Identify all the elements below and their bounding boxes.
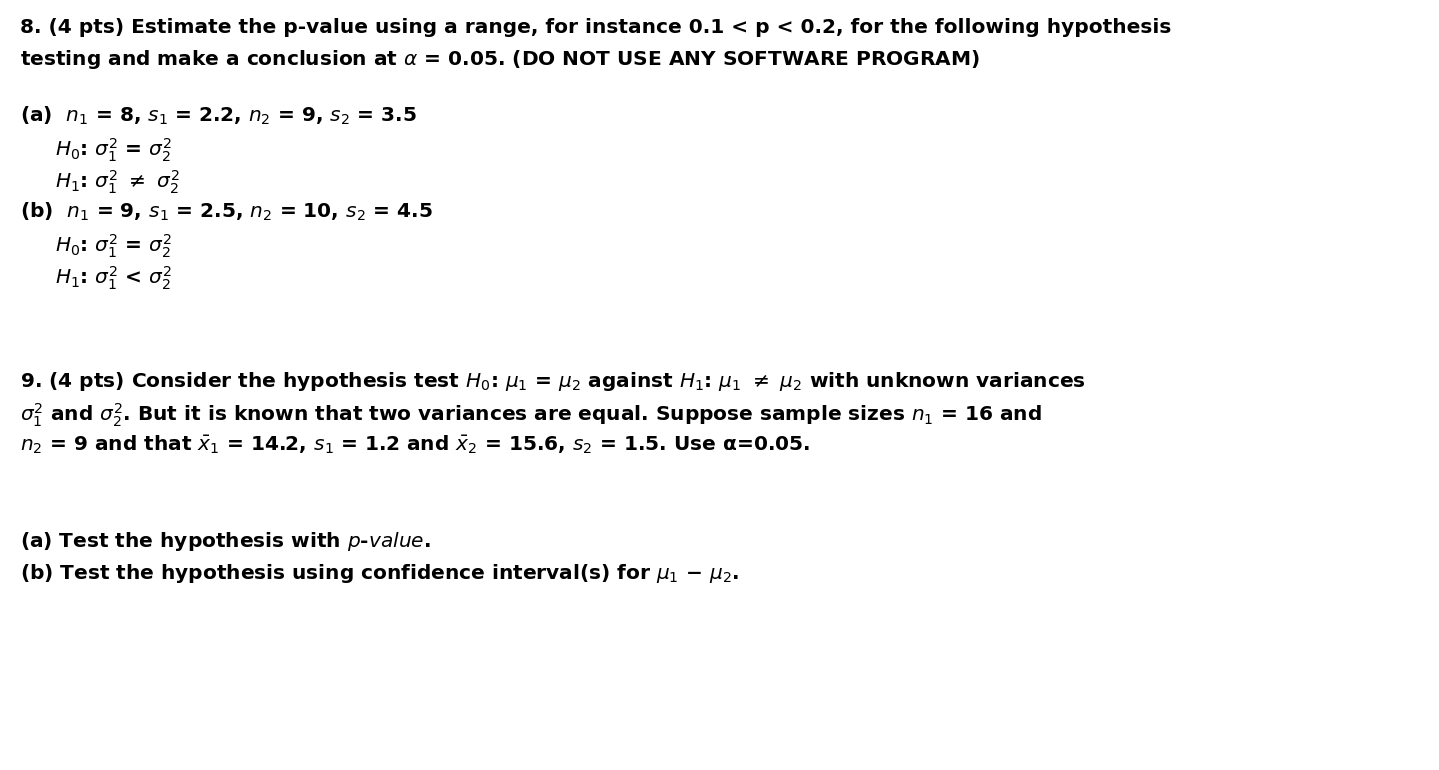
Text: $H_1$: $\sigma_1^2$ $\neq$ $\sigma_2^2$: $H_1$: $\sigma_1^2$ $\neq$ $\sigma_2^2$ [55, 169, 180, 196]
Text: (a)  $n_1$ = 8, $s_1$ = 2.2, $n_2$ = 9, $s_2$ = 3.5: (a) $n_1$ = 8, $s_1$ = 2.2, $n_2$ = 9, $… [20, 105, 417, 127]
Text: (b)  $n_1$ = 9, $s_1$ = 2.5, $n_2$ = 10, $s_2$ = 4.5: (b) $n_1$ = 9, $s_1$ = 2.5, $n_2$ = 10, … [20, 201, 433, 223]
Text: 8. (4 pts) Estimate the p-value using a range, for instance 0.1 < p < 0.2, for t: 8. (4 pts) Estimate the p-value using a … [20, 18, 1171, 37]
Text: $H_0$: $\sigma_1^2$ = $\sigma_2^2$: $H_0$: $\sigma_1^2$ = $\sigma_2^2$ [55, 233, 171, 260]
Text: $\sigma_1^2$ and $\sigma_2^2$. But it is known that two variances are equal. Sup: $\sigma_1^2$ and $\sigma_2^2$. But it is… [20, 402, 1042, 430]
Text: $n_2$ = 9 and that $\bar{x}_1$ = 14.2, $s_1$ = 1.2 and $\bar{x}_2$ = 15.6, $s_2$: $n_2$ = 9 and that $\bar{x}_1$ = 14.2, $… [20, 434, 810, 457]
Text: $H_1$: $\sigma_1^2$ < $\sigma_2^2$: $H_1$: $\sigma_1^2$ < $\sigma_2^2$ [55, 265, 171, 293]
Text: (a) Test the hypothesis with $p$-$value$.: (a) Test the hypothesis with $p$-$value$… [20, 530, 430, 553]
Text: $H_0$: $\sigma_1^2$ = $\sigma_2^2$: $H_0$: $\sigma_1^2$ = $\sigma_2^2$ [55, 137, 171, 165]
Text: testing and make a conclusion at $\alpha$ = 0.05. (DO NOT USE ANY SOFTWARE PROGR: testing and make a conclusion at $\alpha… [20, 48, 980, 71]
Text: (b) Test the hypothesis using confidence interval(s) for $\mu_1$ − $\mu_2$.: (b) Test the hypothesis using confidence… [20, 562, 740, 585]
Text: 9. (4 pts) Consider the hypothesis test $H_0$: $\mu_1$ = $\mu_2$ against $H_1$: : 9. (4 pts) Consider the hypothesis test … [20, 370, 1085, 393]
